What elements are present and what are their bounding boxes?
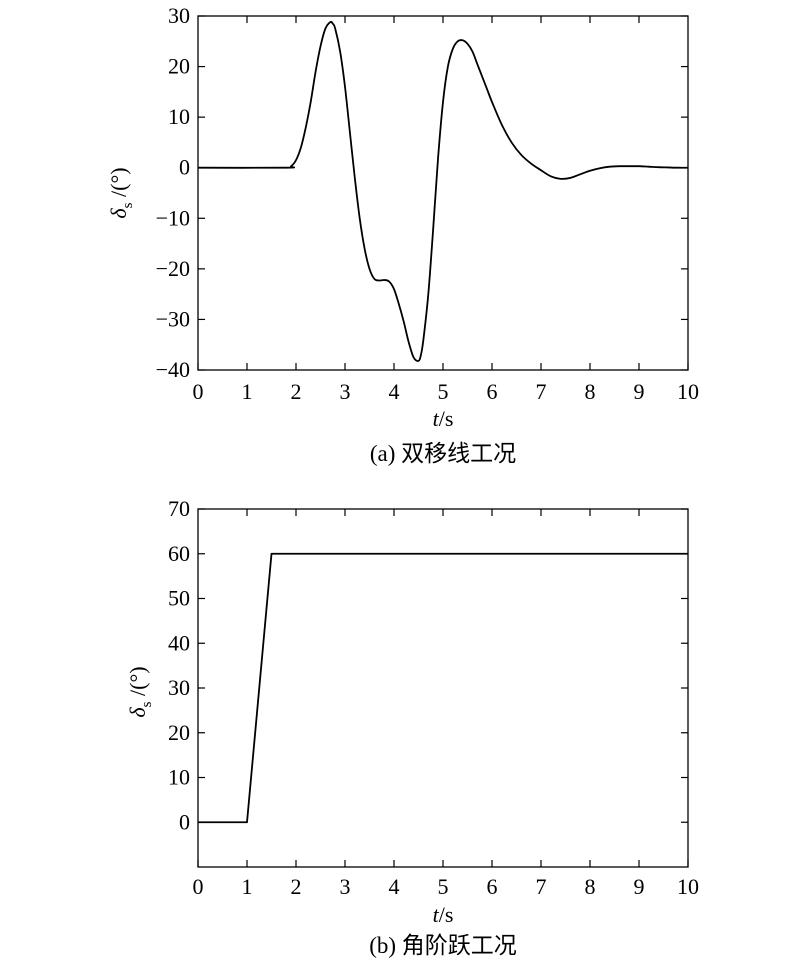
- y-axis-unit-b: /(°): [125, 666, 150, 701]
- y-tick-label: −10: [156, 205, 190, 230]
- x-tick-label: 8: [585, 874, 596, 899]
- y-axis-label-a: δs /(°): [106, 167, 136, 218]
- y-axis-unit-a: /(°): [106, 167, 131, 202]
- x-tick-label: 6: [487, 874, 498, 899]
- y-tick-labels-b: 70 60 50 40 30 20 10 0: [168, 496, 190, 834]
- y-tick-labels-a: 30 20 10 0 −10 −20 −30 −40: [156, 3, 190, 382]
- x-tick-label: 0: [193, 874, 204, 899]
- y-tick-label: 30: [168, 675, 190, 700]
- x-tick-label: 10: [677, 874, 699, 899]
- x-tick-label: 3: [340, 379, 351, 404]
- y-tick-label: 20: [168, 54, 190, 79]
- x-axis-var-b: t: [433, 902, 440, 927]
- y-axis-var-b: δ: [125, 707, 150, 718]
- y-tick-label: 60: [168, 541, 190, 566]
- chart-panel-b: 0 1 2 3 4 5 6 7 8 9 10 70 60 50 40 30 20 10 0 t/s δs /(°)…: [125, 496, 699, 958]
- x-tick-label: 9: [634, 874, 645, 899]
- y-axis-label-b: δs /(°): [125, 666, 155, 717]
- x-axis-unit-b: /s: [439, 902, 454, 927]
- y-tick-label: 0: [179, 809, 190, 834]
- y-tick-label: 10: [168, 765, 190, 790]
- x-axis-unit-a: /s: [439, 406, 454, 431]
- x-axis-label-a: t/s: [433, 406, 454, 431]
- y-tick-label: 30: [168, 3, 190, 28]
- y-tick-label: 10: [168, 104, 190, 129]
- axis-ticks-a: [197, 15, 689, 371]
- x-tick-label: 5: [438, 874, 449, 899]
- series-line-a: [197, 20, 689, 362]
- x-tick-label: 7: [536, 379, 547, 404]
- x-tick-label: 5: [438, 379, 449, 404]
- x-tick-label: 4: [389, 379, 400, 404]
- y-axis-var-a: δ: [106, 208, 131, 219]
- y-tick-label: −30: [156, 306, 190, 331]
- x-tick-labels-a: 0 1 2 3 4 5 6 7 8 9 10: [193, 379, 700, 404]
- chart-panel-a: 0 1 2 3 4 5 6 7 8 9 10 30 20 10 0 −10 −20 −30 −40 t/s δs …: [106, 3, 699, 466]
- y-tick-label: 40: [168, 630, 190, 655]
- caption-a: (a) 双移线工况: [370, 441, 516, 466]
- x-tick-label: 4: [389, 874, 400, 899]
- y-tick-label: 0: [179, 155, 190, 180]
- caption-b: (b) 角阶跃工况: [369, 933, 517, 958]
- x-tick-label: 6: [487, 379, 498, 404]
- x-axis-var-a: t: [433, 406, 440, 431]
- x-tick-label: 9: [634, 379, 645, 404]
- x-tick-label: 7: [536, 874, 547, 899]
- y-tick-label: 70: [168, 496, 190, 521]
- x-tick-label: 2: [291, 379, 302, 404]
- y-axis-sub-a: s: [120, 202, 136, 208]
- y-tick-label: −20: [156, 256, 190, 281]
- y-axis-sub-b: s: [139, 701, 155, 707]
- y-tick-label: 20: [168, 720, 190, 745]
- y-tick-label: −40: [156, 357, 190, 382]
- x-tick-label: 3: [340, 874, 351, 899]
- x-tick-label: 8: [585, 379, 596, 404]
- x-tick-labels-b: 0 1 2 3 4 5 6 7 8 9 10: [193, 874, 700, 899]
- x-tick-label: 1: [242, 379, 253, 404]
- x-tick-label: 10: [677, 379, 699, 404]
- x-tick-label: 1: [242, 874, 253, 899]
- x-tick-label: 0: [193, 379, 204, 404]
- series-line-b: [198, 552, 688, 824]
- plot-frame-a: [197, 15, 689, 371]
- y-tick-label: 50: [168, 586, 190, 611]
- x-axis-label-b: t/s: [433, 902, 454, 927]
- x-tick-label: 2: [291, 874, 302, 899]
